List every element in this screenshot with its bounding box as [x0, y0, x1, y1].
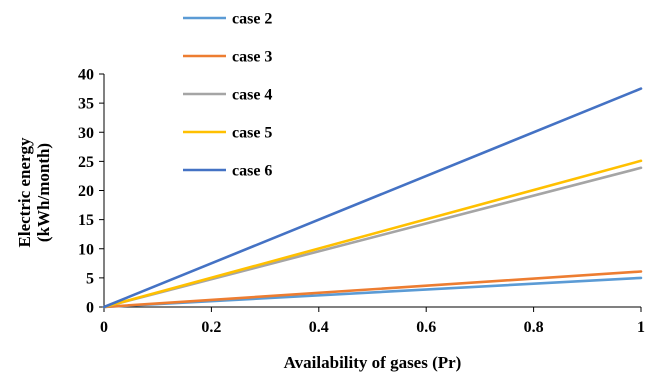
x-tick-label: 0 — [100, 319, 108, 336]
legend-item: case 5 — [183, 125, 272, 142]
series-line-case-6 — [102, 87, 643, 309]
legend-item: case 2 — [183, 11, 272, 28]
y-axis-title-line-2: (kWh/month) — [34, 143, 53, 242]
legend-item: case 3 — [183, 49, 272, 66]
x-axis: 0 0.2 0.4 0.6 0.8 1 — [100, 306, 645, 336]
legend-label: case 6 — [232, 163, 272, 180]
y-tick-label: 25 — [78, 154, 94, 171]
x-tick-label: 0.4 — [309, 319, 329, 336]
y-tick-label: 30 — [78, 125, 94, 142]
y-tick-label: 15 — [78, 212, 94, 229]
series-line-case-3 — [102, 270, 643, 309]
y-tick-label: 5 — [86, 270, 94, 287]
series-line-case-5 — [102, 159, 643, 309]
plot-area — [102, 87, 643, 309]
legend-item: case 4 — [183, 87, 272, 104]
y-axis: 0 5 10 15 20 25 30 35 40 — [78, 67, 105, 317]
x-tick-label: 0.8 — [524, 319, 544, 336]
legend-label: case 4 — [232, 87, 272, 104]
legend-label: case 2 — [232, 11, 272, 28]
legend-label: case 3 — [232, 49, 272, 66]
legend-item: case 6 — [183, 163, 272, 180]
y-axis-title-line-1: Electric energy — [15, 137, 34, 247]
y-tick-label: 20 — [78, 183, 94, 200]
y-tick-label: 10 — [78, 241, 94, 258]
x-axis-title: Availability of gases (Pr) — [284, 353, 462, 372]
legend: case 2 case 3 case 4 case 5 case 6 — [183, 11, 272, 180]
x-tick-label: 0.6 — [416, 319, 436, 336]
y-tick-label: 40 — [78, 67, 94, 84]
x-tick-label: 1 — [637, 319, 645, 336]
legend-label: case 5 — [232, 125, 272, 142]
y-tick-label: 35 — [78, 96, 94, 113]
x-tick-label: 0.2 — [201, 319, 221, 336]
y-tick-label: 0 — [86, 300, 94, 317]
